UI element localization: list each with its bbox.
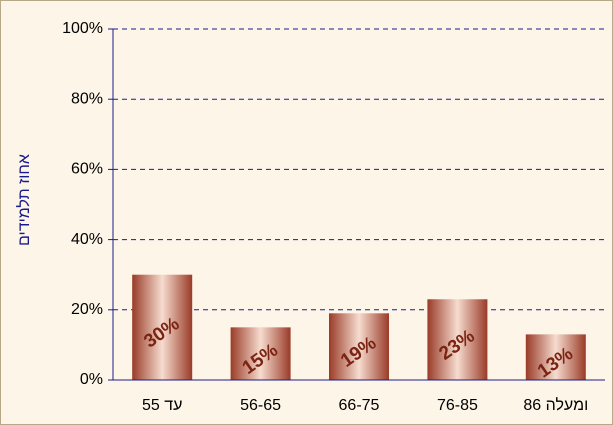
y-tick-label: 40% <box>71 231 103 248</box>
x-tick-label: 56-65 <box>240 397 281 414</box>
bar <box>132 274 193 380</box>
y-tick-label: 60% <box>71 161 103 178</box>
bar <box>525 334 586 380</box>
y-tick-label: 80% <box>71 90 103 107</box>
y-tick-label: 20% <box>71 301 103 318</box>
x-tick-label: עד 55 <box>142 397 182 414</box>
bar <box>427 299 488 380</box>
y-tick-label: 100% <box>62 20 103 37</box>
bar <box>329 313 389 380</box>
x-tick-label: 66-75 <box>339 397 380 414</box>
y-axis-label: אחוז תלמידים <box>15 154 33 246</box>
bar <box>230 327 291 380</box>
y-tick-label: 0% <box>80 371 103 388</box>
x-tick-label: ומעלה 86 <box>523 396 588 414</box>
x-tick-label: 76-85 <box>437 397 478 414</box>
